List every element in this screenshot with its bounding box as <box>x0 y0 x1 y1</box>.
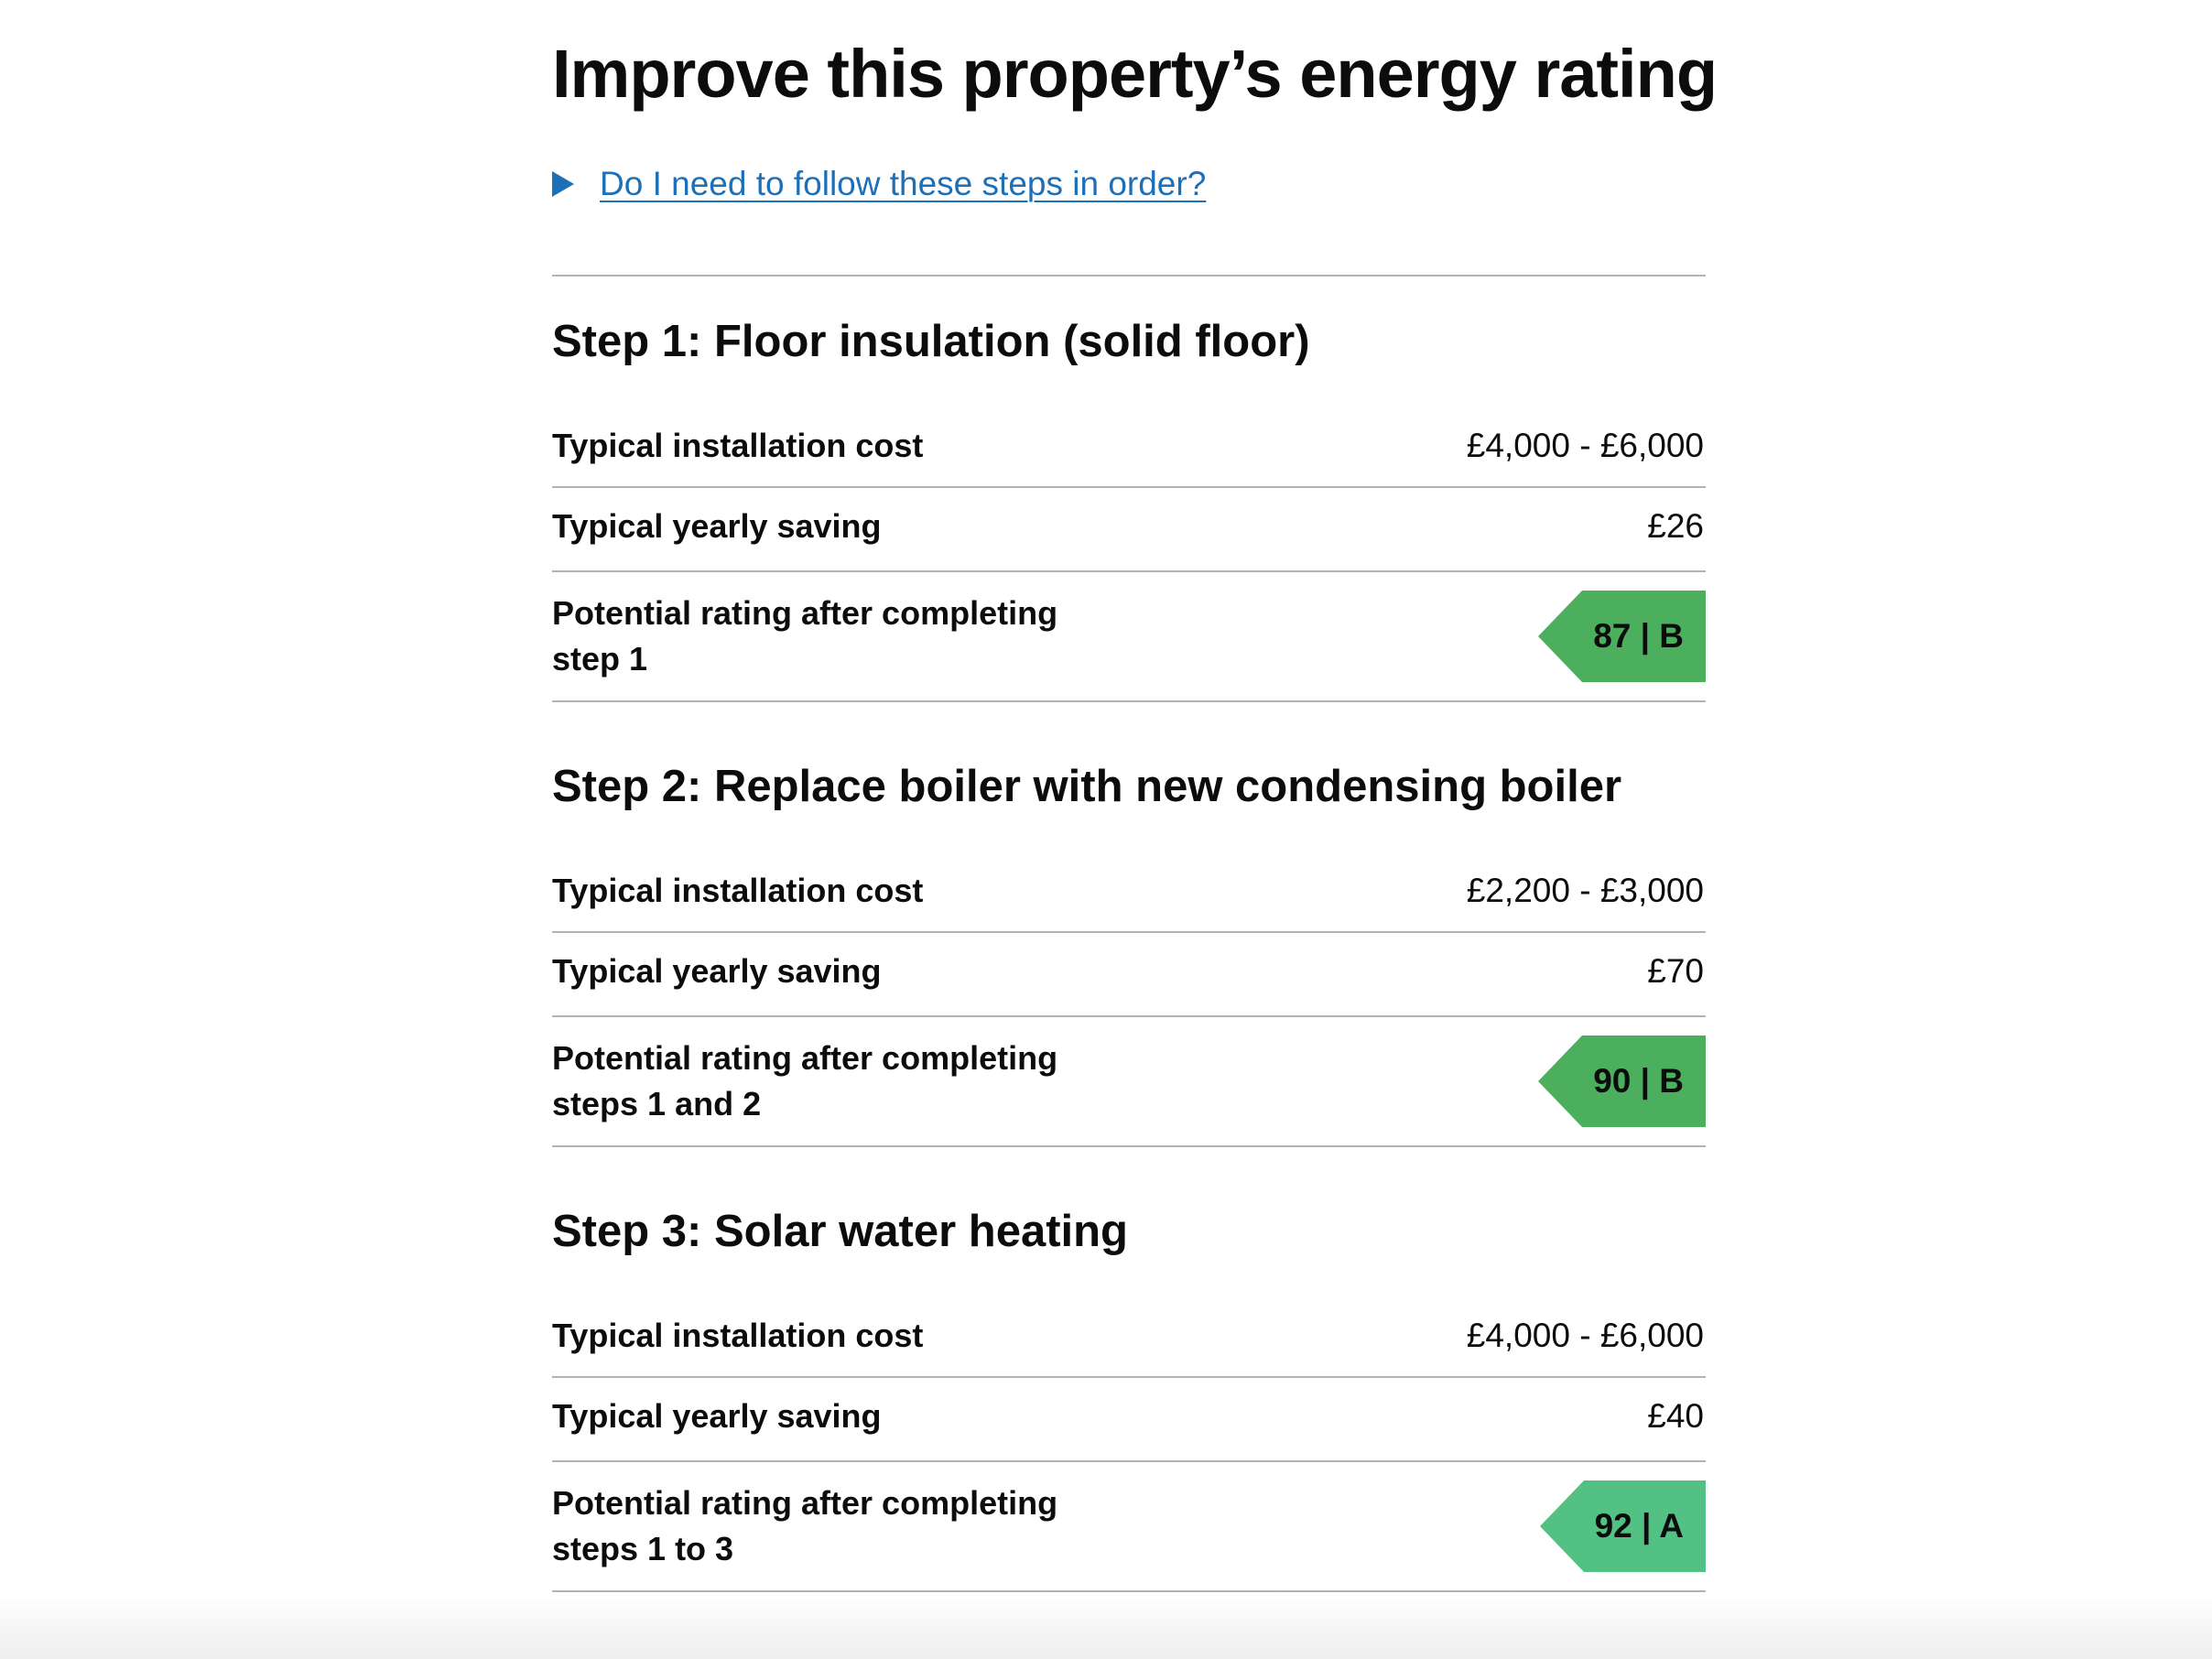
saving-label: Typical yearly saving <box>552 952 882 990</box>
step-heading: Step 3: Solar water heating <box>552 1207 1128 1256</box>
energy-rating-badge: 92 | A <box>1539 1480 1706 1572</box>
triangle-right-icon <box>552 171 574 197</box>
saving-value: £26 <box>1647 507 1704 545</box>
cost-label: Typical installation cost <box>552 1317 924 1354</box>
cost-value: £4,000 - £6,000 <box>1466 1317 1704 1354</box>
rating-label: Potential rating after completing steps … <box>552 1484 1058 1567</box>
rating-tip-icon <box>1538 1036 1583 1127</box>
cost-row: Typical installation cost £4,000 - £6,00… <box>552 1297 1706 1378</box>
rating-value: 90 | B <box>1582 1036 1706 1127</box>
saving-row: Typical yearly saving £70 <box>552 933 1706 1017</box>
rating-tip-icon <box>1539 1480 1584 1572</box>
rating-row: Potential rating after completing steps … <box>552 1462 1706 1592</box>
page-title: Improve this property’s energy rating <box>552 36 1718 112</box>
bottom-scroll-fade <box>0 1593 2212 1659</box>
energy-rating-badge: 90 | B <box>1538 1036 1706 1127</box>
details-link[interactable]: Do I need to follow these steps in order… <box>600 165 1207 202</box>
section-divider <box>552 275 1706 276</box>
saving-row: Typical yearly saving £26 <box>552 488 1706 572</box>
rating-label: Potential rating after completing step 1 <box>552 594 1058 678</box>
saving-value: £40 <box>1647 1397 1704 1435</box>
cost-label: Typical installation cost <box>552 872 924 909</box>
saving-label: Typical yearly saving <box>552 1397 882 1435</box>
rating-value: 92 | A <box>1583 1480 1706 1572</box>
rating-tip-icon <box>1538 591 1583 682</box>
saving-value: £70 <box>1647 952 1704 990</box>
rating-row: Potential rating after completing step 1… <box>552 572 1706 702</box>
rating-row: Potential rating after completing steps … <box>552 1017 1706 1147</box>
step-heading: Step 1: Floor insulation (solid floor) <box>552 317 1310 366</box>
details-toggle[interactable]: Do I need to follow these steps in order… <box>552 165 1206 203</box>
saving-label: Typical yearly saving <box>552 507 882 545</box>
rating-value: 87 | B <box>1582 591 1706 682</box>
cost-label: Typical installation cost <box>552 427 924 464</box>
energy-rating-badge: 87 | B <box>1538 591 1706 682</box>
step-heading: Step 2: Replace boiler with new condensi… <box>552 762 1622 811</box>
cost-row: Typical installation cost £4,000 - £6,00… <box>552 407 1706 488</box>
saving-row: Typical yearly saving £40 <box>552 1378 1706 1462</box>
rating-label: Potential rating after completing steps … <box>552 1039 1058 1122</box>
cost-row: Typical installation cost £2,200 - £3,00… <box>552 852 1706 933</box>
cost-value: £4,000 - £6,000 <box>1466 427 1704 464</box>
cost-value: £2,200 - £3,000 <box>1466 872 1704 909</box>
